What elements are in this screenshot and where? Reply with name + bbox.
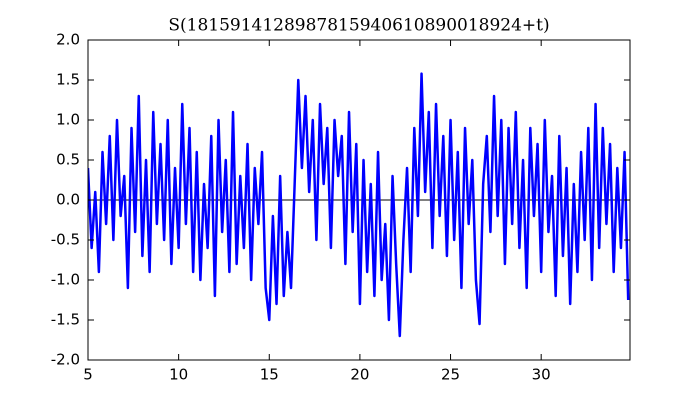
plot-frame: [87, 39, 631, 361]
x-tick-label: 30: [532, 366, 551, 384]
y-tick-label: 1.5: [56, 71, 80, 89]
y-tick-label: 0.5: [56, 151, 80, 169]
x-tick-label: 25: [441, 366, 460, 384]
y-tick-label: -1.0: [51, 271, 80, 289]
y-tick-label: -2.0: [51, 351, 80, 369]
x-tick-label: 20: [350, 366, 369, 384]
y-tick-label: 1.0: [56, 111, 80, 129]
y-tick-label: 2.0: [56, 31, 80, 49]
y-tick-label: -1.5: [51, 311, 80, 329]
x-tick-label: 10: [169, 366, 188, 384]
data-line: [88, 72, 630, 338]
x-tick-label: 5: [83, 366, 93, 384]
x-tick-label: 15: [260, 366, 279, 384]
chart-title: S(1815914128987815940610890018924+t): [168, 16, 549, 36]
y-tick-label: 0.0: [56, 191, 80, 209]
y-tick-label: -0.5: [51, 231, 80, 249]
